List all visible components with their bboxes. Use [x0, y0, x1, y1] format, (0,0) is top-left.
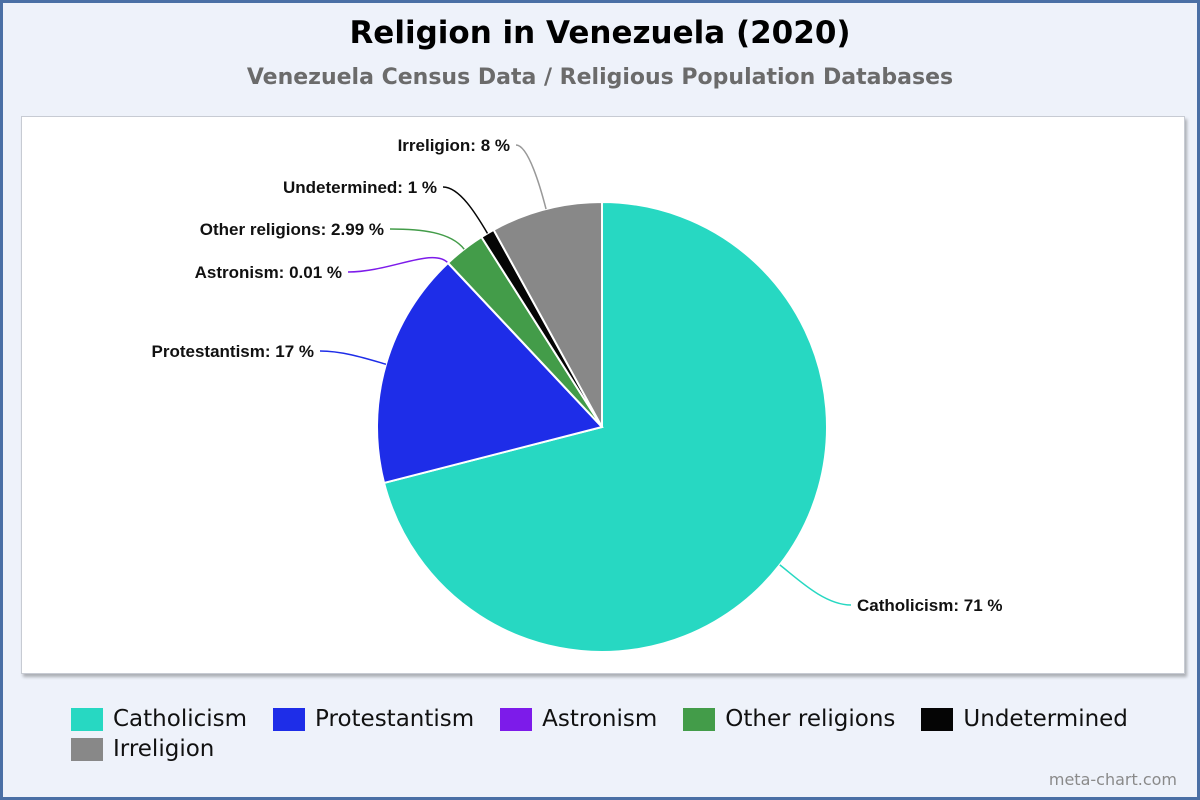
data-label-other-religions: Other religions: 2.99 % [200, 220, 384, 239]
data-label-undetermined: Undetermined: 1 % [283, 178, 437, 197]
legend-label-protestantism: Protestantism [315, 706, 475, 732]
legend-item-astronism[interactable]: Astronism [500, 706, 657, 732]
legend-swatch-catholicism [71, 707, 103, 731]
chart-legend: Catholicism Protestantism Astronism Other r… [71, 706, 1181, 762]
connector-protestantism [319, 350, 387, 365]
legend-label-irreligion: Irreligion [113, 736, 215, 762]
data-label-irreligion: Irreligion: 8 % [398, 136, 510, 155]
legend-label-other-religions: Other religions [725, 706, 896, 732]
pie-slice-catholicism[interactable] [382, 200, 828, 653]
legend-swatch-astronism [500, 707, 533, 731]
legend-swatch-irreligion [71, 737, 103, 761]
legend-label-astronism: Astronism [542, 706, 658, 732]
legend-label-undetermined: Undetermined [963, 706, 1128, 732]
legend-item-catholicism[interactable]: Catholicism [71, 706, 247, 732]
plot-area: Catholicism: 71 % Protestantism: 17 % Astr… [21, 116, 1185, 674]
chart-title: Religion in Venezuela (2020) [349, 15, 851, 51]
data-label-catholicism: Catholicism: 71 % [857, 596, 1003, 615]
legend-item-protestantism[interactable]: Protestantism [273, 706, 474, 732]
connector-astronism [347, 256, 449, 273]
pie-slice-protestantism[interactable] [376, 261, 604, 485]
data-label-protestantism: Protestantism: 17 % [152, 342, 315, 361]
legend-swatch-protestantism [273, 707, 306, 731]
legend-item-irreligion[interactable]: Irreligion [71, 736, 214, 762]
connector-other-religions [389, 228, 465, 250]
data-label-astronism: Astronism: 0.01 % [195, 263, 342, 282]
legend-item-undetermined[interactable]: Undetermined [921, 706, 1128, 732]
legend-swatch-other-religions [683, 707, 716, 731]
chart-subtitle: Venezuela Census Data / Religious Popula… [246, 65, 954, 90]
legend-label-catholicism: Catholicism [113, 706, 248, 732]
connector-irreligion [515, 144, 547, 210]
legend-swatch-undetermined [921, 707, 954, 731]
connector-undetermined [442, 186, 489, 234]
legend-item-other-religions[interactable]: Other religions [683, 706, 895, 732]
watermark: meta-chart.com [1048, 770, 1177, 789]
connector-catholicism [779, 564, 852, 606]
pie-chart: Catholicism: 71 % Protestantism: 17 % Astr… [152, 136, 1003, 653]
